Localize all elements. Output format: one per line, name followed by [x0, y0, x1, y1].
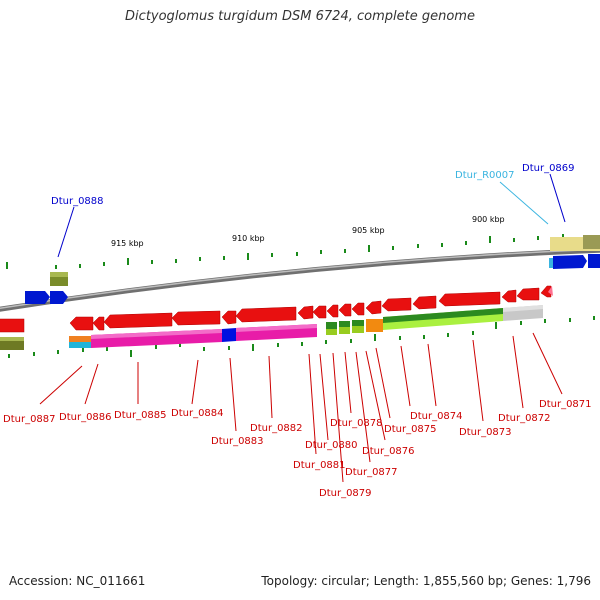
gene-label-Dtur_0887[interactable]: Dtur_0887	[3, 414, 56, 425]
gene-label-Dtur_0881[interactable]: Dtur_0881	[293, 460, 346, 471]
gene-label-Dtur_0885[interactable]: Dtur_0885	[114, 410, 167, 421]
scale-label-915: 915 kbp	[111, 239, 144, 248]
scale-label-910: 910 kbp	[232, 234, 265, 243]
rna-pink-marker	[548, 286, 553, 296]
gene-label-Dtur_0886[interactable]: Dtur_0886	[59, 412, 112, 423]
gene-label-Dtur_0879[interactable]: Dtur_0879	[319, 488, 372, 499]
bottom-leader-lines	[39, 332, 563, 483]
genome-summary-text: Topology: circular; Length: 1,855,560 bp…	[261, 574, 591, 588]
gene-label-Dtur_0875[interactable]: Dtur_0875	[384, 424, 437, 435]
gene-label-Dtur_0871[interactable]: Dtur_0871	[539, 399, 592, 410]
scale-ticks-lower	[8, 316, 595, 358]
bottom-labels: Dtur_0887 Dtur_0886 Dtur_0885 Dtur_0884 …	[3, 399, 592, 499]
accession-text: Accession: NC_011661	[9, 574, 146, 588]
gene-label-Dtur_0872[interactable]: Dtur_0872	[498, 413, 551, 424]
gene-label-Dtur_0882[interactable]: Dtur_0882	[250, 423, 303, 434]
gene-label-Dtur_0883[interactable]: Dtur_0883	[211, 436, 264, 447]
genome-backbone-highlight	[0, 248, 600, 309]
reverse-strand-genes	[0, 285, 552, 333]
genome-backbone	[0, 247, 600, 312]
gene-label-Dtur_0876[interactable]: Dtur_0876	[362, 446, 415, 457]
gene-label-Dtur_0874[interactable]: Dtur_0874	[410, 411, 463, 422]
gene-label-Dtur_0869[interactable]: Dtur_0869	[522, 163, 575, 174]
gene-label-Dtur_0873[interactable]: Dtur_0873	[459, 427, 512, 438]
gene-label-Dtur_0878[interactable]: Dtur_0878	[330, 418, 383, 429]
leader-line-0869	[549, 173, 566, 223]
cog-color-bar	[0, 305, 543, 350]
scale-ticks-upper	[6, 234, 564, 269]
scale-label-900: 900 kbp	[472, 215, 505, 224]
map-title: Dictyoglomus turgidum DSM 6724, complete…	[125, 9, 475, 24]
scale-label-905: 905 kbp	[352, 226, 385, 235]
top-strand-features	[25, 235, 600, 304]
leader-line-R0007	[499, 181, 549, 225]
gene-label-Dtur_0884[interactable]: Dtur_0884	[171, 408, 224, 419]
leader-line-0888	[57, 206, 75, 258]
gene-label-Dtur_R0007[interactable]: Dtur_R0007	[455, 170, 514, 181]
gene-label-Dtur_0888[interactable]: Dtur_0888	[51, 196, 104, 207]
gene-label-Dtur_0877[interactable]: Dtur_0877	[345, 467, 398, 478]
gene-label-Dtur_0880[interactable]: Dtur_0880	[305, 440, 358, 451]
